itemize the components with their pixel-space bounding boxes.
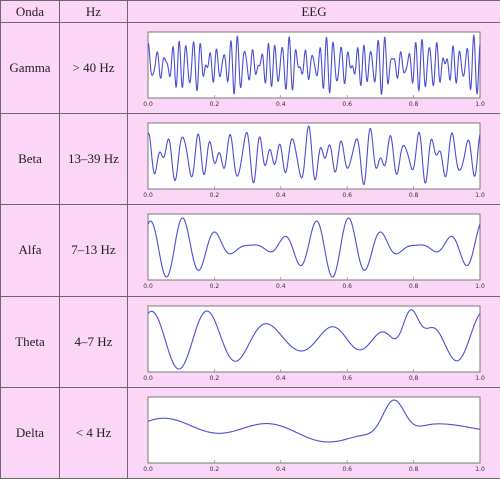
eeg-plot-alfa: 0.0 0.2 0.4 0.6 0.8 1.0 (143, 213, 485, 290)
wave-name-delta: Delta (0, 386, 60, 479)
plot-frame-beta (147, 122, 481, 190)
eeg-plot-cell-beta: 0.0 0.2 0.4 0.6 0.8 1.0 (127, 113, 500, 206)
eeg-plot-theta: 0.0 0.2 0.4 0.6 0.8 1.0 (143, 305, 485, 382)
wave-frequency-beta: 13–39 Hz (59, 113, 128, 206)
x-tick-label: 0.6 (342, 283, 352, 290)
x-tick-label: 0.8 (409, 101, 419, 108)
x-tick-label: 0.8 (409, 283, 419, 290)
eeg-plot-cell-theta: 0.0 0.2 0.4 0.6 0.8 1.0 (127, 295, 500, 388)
row-gamma: Gamma > 40 Hz 0.0 0.2 0.4 0.6 0.8 1.0 (0, 21, 500, 115)
row-theta: Theta 4–7 Hz 0.0 0.2 0.4 0.6 0.8 1.0 (0, 295, 500, 388)
eeg-plot-beta: 0.0 0.2 0.4 0.6 0.8 1.0 (143, 122, 485, 199)
x-tick-label: 0.0 (143, 192, 153, 199)
plot-frame-gamma (147, 31, 481, 99)
x-tick-label: 0.6 (342, 101, 352, 108)
x-tick-label: 0.8 (409, 375, 419, 382)
wave-frequency-theta: 4–7 Hz (59, 295, 128, 388)
x-tick-label: 1.0 (475, 283, 485, 290)
wave-name-beta: Beta (0, 113, 60, 206)
x-tick-label: 1.0 (475, 101, 485, 108)
eeg-trace-alfa (147, 217, 481, 279)
x-tick-label: 0.6 (342, 466, 352, 473)
header-wave: Onda (0, 0, 60, 23)
x-tick-label: 0.2 (210, 101, 220, 108)
eeg-plot-cell-gamma: 0.0 0.2 0.4 0.6 0.8 1.0 (127, 21, 500, 115)
eeg-trace-gamma (147, 34, 481, 96)
plot-frame-theta (147, 305, 481, 373)
wave-name-gamma: Gamma (0, 21, 60, 115)
eeg-plot-gamma: 0.0 0.2 0.4 0.6 0.8 1.0 (143, 31, 485, 108)
eeg-trace-theta (147, 308, 481, 370)
header-row: Onda Hz EEG (0, 0, 500, 23)
wave-frequency-gamma: > 40 Hz (59, 21, 128, 115)
row-alfa: Alfa 7–13 Hz 0.0 0.2 0.4 0.6 0.8 1.0 (0, 204, 500, 297)
x-tick-label: 0.8 (409, 192, 419, 199)
x-tick-label: 0.2 (210, 466, 220, 473)
plot-frame-delta (147, 396, 481, 464)
eeg-plot-delta: 0.0 0.2 0.4 0.6 0.8 1.0 (143, 396, 485, 473)
x-tick-label: 0.0 (143, 466, 153, 473)
x-tick-label: 0.4 (276, 283, 286, 290)
wave-frequency-alfa: 7–13 Hz (59, 204, 128, 297)
x-tick-label: 0.4 (276, 466, 286, 473)
x-tick-label: 0.6 (342, 375, 352, 382)
x-tick-label: 0.2 (210, 192, 220, 199)
x-tick-label: 0.2 (210, 283, 220, 290)
wave-name-theta: Theta (0, 295, 60, 388)
x-tick-label: 0.6 (342, 192, 352, 199)
eeg-plot-cell-alfa: 0.0 0.2 0.4 0.6 0.8 1.0 (127, 204, 500, 297)
x-tick-label: 1.0 (475, 375, 485, 382)
x-tick-label: 0.4 (276, 375, 286, 382)
x-tick-label: 1.0 (475, 192, 485, 199)
eeg-trace-delta (147, 399, 481, 443)
wave-name-alfa: Alfa (0, 204, 60, 297)
x-tick-label: 1.0 (475, 466, 485, 473)
eeg-trace-beta (147, 125, 481, 186)
wave-frequency-delta: < 4 Hz (59, 386, 128, 479)
x-tick-label: 0.8 (409, 466, 419, 473)
x-tick-label: 0.4 (276, 192, 286, 199)
x-tick-label: 0.0 (143, 283, 153, 290)
x-tick-label: 0.2 (210, 375, 220, 382)
row-delta: Delta < 4 Hz 0.0 0.2 0.4 0.6 0.8 1.0 (0, 386, 500, 479)
eeg-plot-cell-delta: 0.0 0.2 0.4 0.6 0.8 1.0 (127, 386, 500, 479)
x-tick-label: 0.0 (143, 101, 153, 108)
x-tick-label: 0.0 (143, 375, 153, 382)
row-beta: Beta 13–39 Hz 0.0 0.2 0.4 0.6 0.8 1.0 (0, 113, 500, 206)
header-frequency: Hz (59, 0, 128, 23)
header-eeg: EEG (127, 0, 500, 23)
x-tick-label: 0.4 (276, 101, 286, 108)
